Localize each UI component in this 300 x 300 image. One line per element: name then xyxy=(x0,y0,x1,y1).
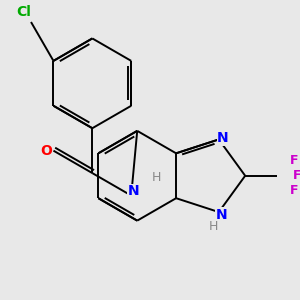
Text: N: N xyxy=(216,208,227,222)
Text: O: O xyxy=(40,144,52,158)
Text: F: F xyxy=(290,154,298,167)
Text: F: F xyxy=(290,184,298,197)
Text: F: F xyxy=(293,169,300,182)
Text: Cl: Cl xyxy=(16,5,31,20)
Text: H: H xyxy=(209,220,218,233)
Text: N: N xyxy=(217,131,229,146)
Text: N: N xyxy=(128,184,139,198)
Text: H: H xyxy=(152,171,161,184)
